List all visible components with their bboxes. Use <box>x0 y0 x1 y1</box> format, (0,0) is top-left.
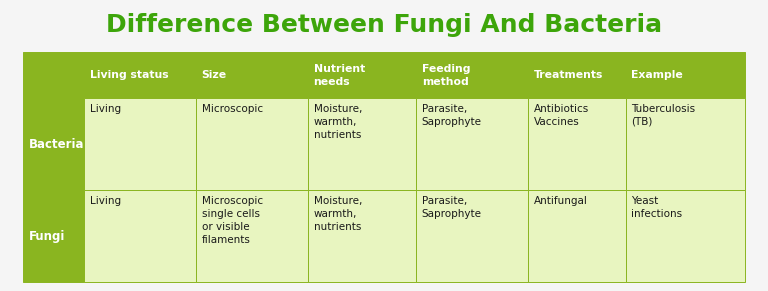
Text: Moisture,
warmth,
nutrients: Moisture, warmth, nutrients <box>313 196 362 232</box>
Bar <box>416 190 528 282</box>
Text: Yeast
infections: Yeast infections <box>631 196 682 219</box>
Text: Living: Living <box>90 104 121 113</box>
Text: Antifungal: Antifungal <box>534 196 588 205</box>
Bar <box>528 98 626 190</box>
Bar <box>308 98 416 190</box>
Text: Size: Size <box>202 70 227 80</box>
Text: Living: Living <box>90 196 121 205</box>
Bar <box>416 52 528 98</box>
Text: Parasite,
Saprophyte: Parasite, Saprophyte <box>422 196 482 219</box>
Text: Moisture,
warmth,
nutrients: Moisture, warmth, nutrients <box>313 104 362 140</box>
Text: Feeding
method: Feeding method <box>422 64 470 87</box>
Bar <box>23 190 84 282</box>
Bar <box>626 52 745 98</box>
Text: Tuberculosis
(TB): Tuberculosis (TB) <box>631 104 695 127</box>
Text: Example: Example <box>631 70 683 80</box>
Bar <box>84 98 197 190</box>
Bar <box>84 52 197 98</box>
Text: Parasite,
Saprophyte: Parasite, Saprophyte <box>422 104 482 127</box>
Text: Antibiotics
Vaccines: Antibiotics Vaccines <box>534 104 589 127</box>
Bar <box>23 98 84 190</box>
Text: Microscopic
single cells
or visible
filaments: Microscopic single cells or visible fila… <box>202 196 263 245</box>
Bar <box>308 52 416 98</box>
Bar <box>528 52 626 98</box>
Bar <box>308 190 416 282</box>
Bar <box>197 190 308 282</box>
Bar <box>23 52 84 98</box>
Text: Living status: Living status <box>90 70 168 80</box>
Text: Nutrient
needs: Nutrient needs <box>313 64 365 87</box>
Bar <box>626 190 745 282</box>
Text: Microscopic: Microscopic <box>202 104 263 113</box>
Bar <box>84 190 197 282</box>
Text: Difference Between Fungi And Bacteria: Difference Between Fungi And Bacteria <box>106 13 662 37</box>
Bar <box>197 52 308 98</box>
Bar <box>626 98 745 190</box>
Text: Fungi: Fungi <box>28 230 65 243</box>
Bar <box>416 98 528 190</box>
Bar <box>197 98 308 190</box>
Text: Treatments: Treatments <box>534 70 603 80</box>
Text: Bacteria: Bacteria <box>28 138 84 151</box>
Bar <box>528 190 626 282</box>
